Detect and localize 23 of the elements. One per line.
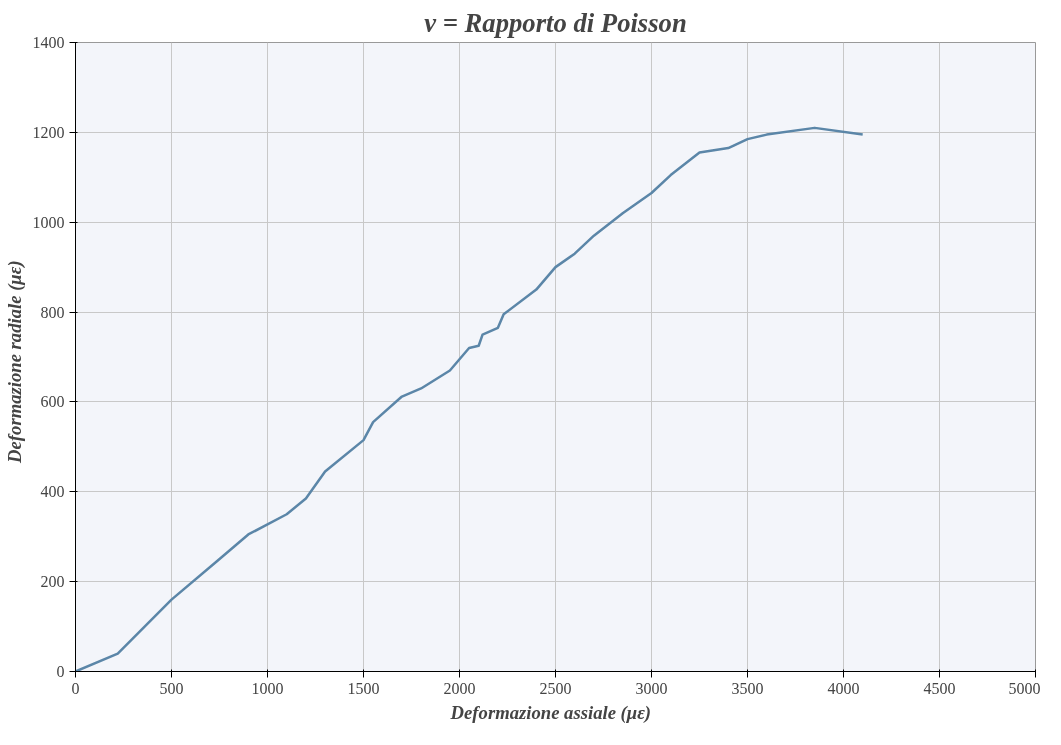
x-tick-label: 5000	[1008, 679, 1041, 697]
x-tick-label: 4500	[923, 679, 956, 697]
x-tick-label: 2000	[443, 679, 476, 697]
y-tick-label: 1000	[32, 213, 65, 231]
x-axis-title: Deformazione assiale (με)	[449, 701, 652, 724]
x-tick-label: 500	[159, 679, 184, 697]
line-series	[75, 126, 864, 672]
y-tick-label: 0	[56, 663, 65, 680]
x-tick-label: 2500	[539, 679, 572, 697]
x-tick-label: 1000	[251, 679, 284, 697]
x-tick-label: 1500	[347, 679, 380, 697]
y-tick-label: 800	[40, 303, 65, 321]
x-tick-label: 4000	[827, 679, 860, 697]
y-tick-label: 200	[40, 573, 65, 591]
chart-title: ν = Rapporto di Poisson	[424, 7, 687, 38]
x-tick-label: 0	[71, 679, 80, 697]
x-tick-label: 3000	[635, 679, 668, 697]
y-tick-label: 600	[40, 393, 65, 411]
x-tick-label: 3500	[731, 679, 764, 697]
y-tick-label: 400	[40, 483, 65, 501]
y-tick-label: 1200	[32, 123, 65, 141]
y-tick-label: 1400	[32, 34, 65, 51]
y-axis-title: Deformazione radiale (με)	[3, 260, 26, 464]
